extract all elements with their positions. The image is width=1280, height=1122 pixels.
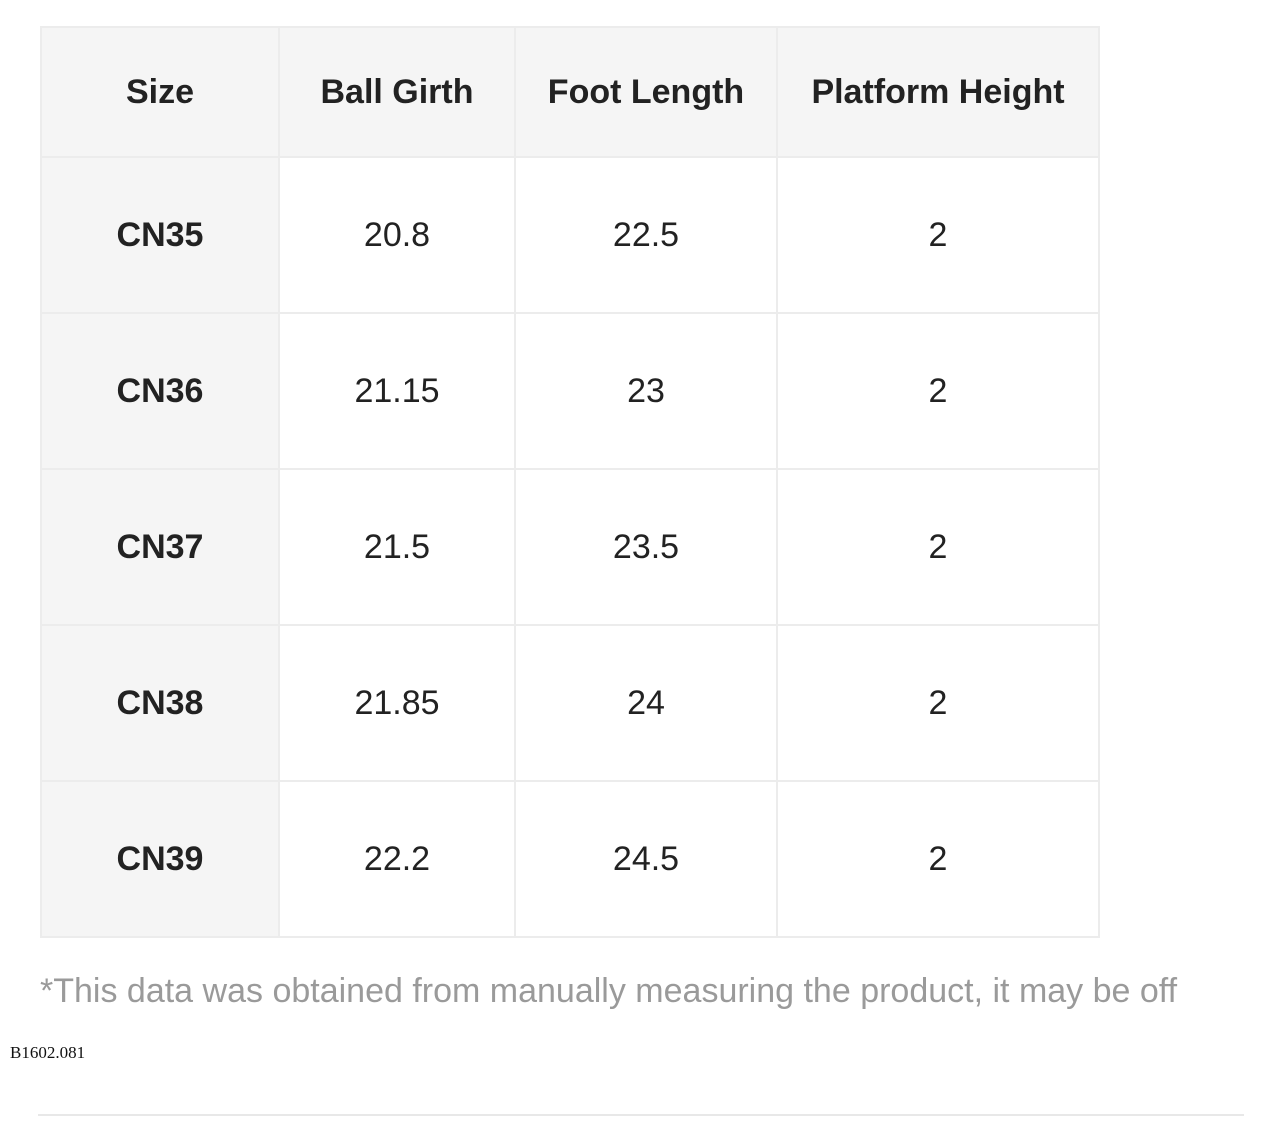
- header-row: Size Ball Girth Foot Length Platform Hei…: [40, 26, 1100, 158]
- size-cell: CN38: [40, 624, 280, 782]
- table-row: CN39 22.2 24.5 2: [40, 780, 1100, 938]
- size-chart-table: Size Ball Girth Foot Length Platform Hei…: [40, 26, 1100, 938]
- foot-length-cell: 23: [514, 312, 778, 470]
- ball-girth-cell: 20.8: [278, 156, 516, 314]
- header-platform-height: Platform Height: [776, 26, 1100, 158]
- size-cell: CN37: [40, 468, 280, 626]
- ball-girth-cell: 21.15: [278, 312, 516, 470]
- header-ball-girth: Ball Girth: [278, 26, 516, 158]
- header-foot-length: Foot Length: [514, 26, 778, 158]
- size-cell: CN35: [40, 156, 280, 314]
- table-row: CN37 21.5 23.5 2: [40, 468, 1100, 626]
- product-sku: B1602.081: [10, 1043, 86, 1062]
- table-row: CN38 21.85 24 2: [40, 624, 1100, 782]
- size-cell: CN39: [40, 780, 280, 938]
- platform-height-cell: 2: [776, 312, 1100, 470]
- platform-height-cell: 2: [776, 468, 1100, 626]
- foot-length-cell: 24.5: [514, 780, 778, 938]
- ball-girth-cell: 22.2: [278, 780, 516, 938]
- crop-mask: [0, 1030, 1280, 1122]
- platform-height-cell: 2: [776, 156, 1100, 314]
- bottom-divider: [38, 1114, 1244, 1116]
- measurement-disclaimer: *This data was obtained from manually me…: [40, 972, 1178, 1010]
- header-size: Size: [40, 26, 280, 158]
- ball-girth-cell: 21.85: [278, 624, 516, 782]
- table-row: CN35 20.8 22.5 2: [40, 156, 1100, 314]
- table-row: CN36 21.15 23 2: [40, 312, 1100, 470]
- size-cell: CN36: [40, 312, 280, 470]
- foot-length-cell: 24: [514, 624, 778, 782]
- foot-length-cell: 22.5: [514, 156, 778, 314]
- platform-height-cell: 2: [776, 624, 1100, 782]
- foot-length-cell: 23.5: [514, 468, 778, 626]
- table-header: Size Ball Girth Foot Length Platform Hei…: [40, 26, 1100, 158]
- platform-height-cell: 2: [776, 780, 1100, 938]
- ball-girth-cell: 21.5: [278, 468, 516, 626]
- table-body: CN35 20.8 22.5 2 CN36 21.15 23 2 CN37 21…: [40, 156, 1100, 938]
